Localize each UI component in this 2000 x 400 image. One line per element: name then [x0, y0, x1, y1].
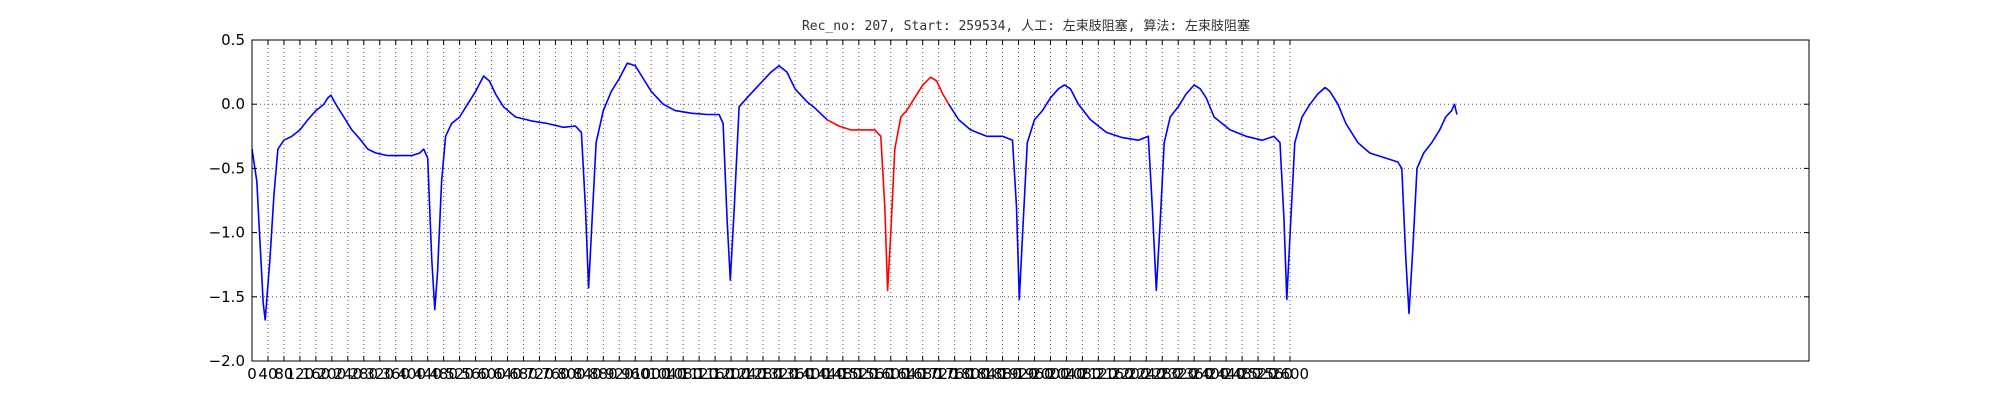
- x-tick-label: 520: [445, 365, 474, 383]
- x-tick-label: 840: [573, 365, 602, 383]
- x-tick-label: 1160: [696, 365, 734, 383]
- ecg-series-1: [826, 76, 950, 292]
- x-tick-label: 560: [461, 365, 490, 383]
- x-tick-label: 360: [381, 365, 410, 383]
- x-tick-label: 1680: [904, 365, 942, 383]
- x-tick-label: 1120: [680, 365, 718, 383]
- x-tick-label: 1080: [664, 365, 702, 383]
- x-tick-label: 2320: [1159, 365, 1197, 383]
- x-tick-label: 920: [605, 365, 634, 383]
- x-tick-label: 280: [349, 365, 378, 383]
- x-tick-label: 1960: [1015, 365, 1053, 383]
- series-layer: [251, 62, 1458, 321]
- x-tick-label: 1760: [936, 365, 974, 383]
- y-tick-label: 0.5: [221, 31, 245, 49]
- x-tick-label: 800: [557, 365, 586, 383]
- x-tick-label: 1400: [792, 365, 830, 383]
- x-tick-label: 600: [477, 365, 506, 383]
- chart-title: Rec_no: 207, Start: 259534, 人工: 左束肢阻塞, 算…: [802, 18, 1250, 34]
- grid: [251, 39, 1809, 362]
- x-tick-label: 2080: [1063, 365, 1101, 383]
- x-tick-label: 1280: [744, 365, 782, 383]
- x-tick-label: 400: [397, 365, 426, 383]
- x-tick-label: 480: [429, 365, 458, 383]
- x-tick-label: 120: [286, 365, 315, 383]
- x-tick-label: 1600: [872, 365, 910, 383]
- x-tick-label: 1360: [776, 365, 814, 383]
- y-tick-label: −2.0: [209, 352, 245, 370]
- x-tick-label: 80: [274, 365, 293, 383]
- x-tick-label: 1000: [632, 365, 670, 383]
- x-tick-label: 880: [589, 365, 618, 383]
- x-tick-label: 2480: [1223, 365, 1261, 383]
- x-tick-label: 2600: [1271, 365, 1309, 383]
- x-tick-label: 1480: [824, 365, 862, 383]
- x-tick-label: 640: [493, 365, 522, 383]
- x-tick-label: 1440: [808, 365, 846, 383]
- x-tick-label: 440: [413, 365, 442, 383]
- x-tick-label: 2120: [1079, 365, 1117, 383]
- y-tick-label: −0.5: [209, 159, 245, 177]
- y-tick-label: 0.0: [221, 95, 245, 113]
- x-tick-label: 720: [525, 365, 554, 383]
- y-axis: −2.0 −1.5 −1.0 −0.5 0.0 0.5: [209, 31, 1809, 370]
- x-tick-label: 1200: [712, 365, 750, 383]
- x-tick-label: 0: [247, 365, 257, 383]
- x-tick-label: 680: [509, 365, 538, 383]
- ecg-series-2: [948, 84, 1458, 315]
- x-tick-label: 160: [302, 365, 331, 383]
- ecg-series-0: [251, 62, 828, 321]
- x-axis: 0 408012016020024028032036040044048052056…: [247, 40, 1309, 383]
- x-tick-label: 2400: [1191, 365, 1229, 383]
- x-tick-label: 1640: [888, 365, 926, 383]
- x-tick-label: 1920: [999, 365, 1037, 383]
- plot-frame: [251, 39, 1810, 362]
- x-tick-label: 760: [541, 365, 570, 383]
- x-tick-label: 1520: [840, 365, 878, 383]
- x-tick-label: 1720: [920, 365, 958, 383]
- x-tick-label: 2440: [1207, 365, 1245, 383]
- x-tick-label: 240: [333, 365, 362, 383]
- x-tick-label: 200: [318, 365, 347, 383]
- x-tick-label: 1840: [967, 365, 1005, 383]
- x-tick-label: 320: [365, 365, 394, 383]
- x-tick-label: 1560: [856, 365, 894, 383]
- x-tick-label: 2200: [1111, 365, 1149, 383]
- x-tick-label: 2280: [1143, 365, 1181, 383]
- x-tick-label: 1880: [983, 365, 1021, 383]
- x-tick-label: 960: [621, 365, 650, 383]
- x-tick-label: 2360: [1175, 365, 1213, 383]
- x-tick-label: 2040: [1047, 365, 1085, 383]
- x-tick-label: 2240: [1127, 365, 1165, 383]
- y-tick-label: −1.5: [209, 288, 245, 306]
- x-tick-label: 2520: [1239, 365, 1277, 383]
- x-tick-label: 2000: [1031, 365, 1069, 383]
- x-tick-label: 1320: [760, 365, 798, 383]
- x-tick-label: 1800: [952, 365, 990, 383]
- x-tick-label: 1240: [728, 365, 766, 383]
- x-tick-label: 2160: [1095, 365, 1133, 383]
- y-tick-label: −1.0: [209, 224, 245, 242]
- x-tick-label: 2560: [1255, 365, 1293, 383]
- x-tick-label: 40: [258, 365, 277, 383]
- x-tick-label: 1040: [648, 365, 686, 383]
